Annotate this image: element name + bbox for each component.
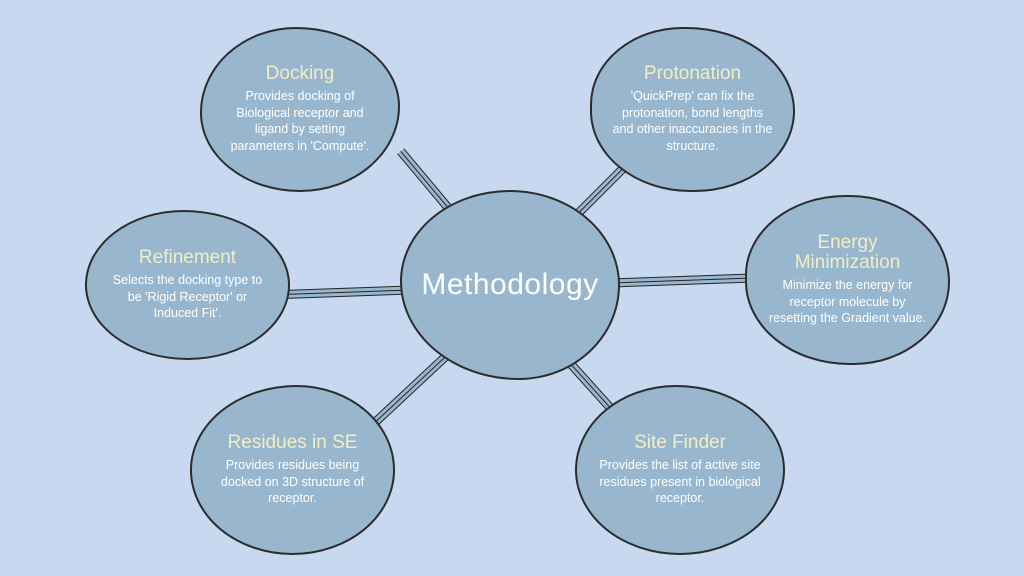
node-docking-desc: Provides docking of Biological receptor … [222,88,378,156]
center-label: Methodology [421,268,598,302]
node-site: Site Finder Provides the list of active … [575,385,785,555]
node-residues-desc: Provides residues being docked on 3D str… [212,457,373,508]
node-refinement: Refinement Selects the docking type to b… [85,210,290,360]
node-protonation: Protonation 'QuickPrep' can fix the prot… [590,27,795,192]
center-node: Methodology [400,190,620,380]
node-docking-title: Docking [266,64,335,84]
node-site-desc: Provides the list of active site residue… [597,457,763,508]
node-energy: Energy Minimization Minimize the energy … [745,195,950,365]
node-docking: Docking Provides docking of Biological r… [200,27,400,192]
node-refinement-title: Refinement [139,248,236,268]
node-energy-title: Energy Minimization [767,233,928,273]
node-energy-desc: Minimize the energy for receptor molecul… [767,277,928,328]
node-protonation-title: Protonation [644,64,741,84]
node-site-title: Site Finder [634,433,726,453]
node-residues: Residues in SE Provides residues being d… [190,385,395,555]
node-protonation-desc: 'QuickPrep' can fix the protonation, bon… [612,88,773,156]
node-residues-title: Residues in SE [228,433,358,453]
node-refinement-desc: Selects the docking type to be 'Rigid Re… [107,272,268,323]
